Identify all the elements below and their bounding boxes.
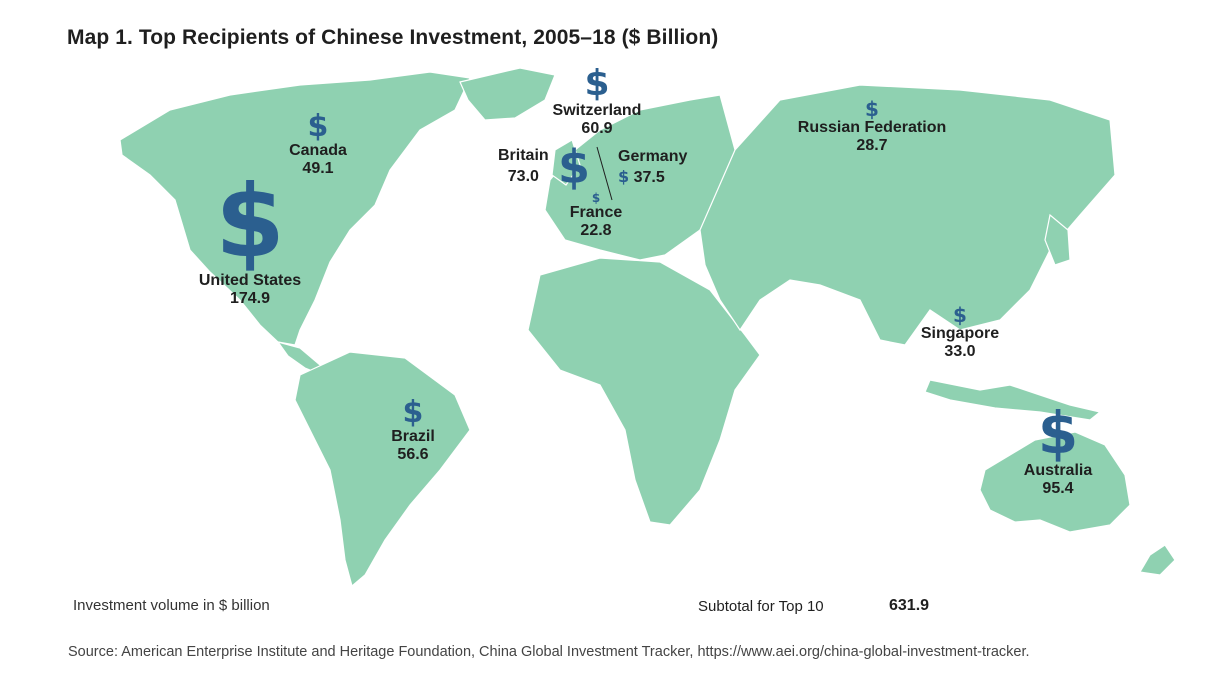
marker-switzerland: $ Switzerland 60.9 [553,66,642,138]
marker-singapore: $ Singapore 33.0 [921,305,999,361]
country-label: Australia [1023,462,1093,479]
subtotal-label: Subtotal for Top 10 [698,598,824,615]
dollar-icon: $ [953,303,967,327]
country-label: United States [198,272,302,289]
marker-france: $ France 22.8 [570,192,622,240]
subtotal-value: 631.9 [889,597,930,614]
country-value: 56.6 [397,446,429,463]
dollar-icon: $ [1037,399,1079,467]
country-value: 73.0 [507,168,539,185]
marker-germany-value: $ 37.5 [618,169,665,187]
japan-landmass [1044,213,1071,266]
new-zealand-landmass [1139,544,1176,576]
britain-dollar-icon: $ [558,140,591,194]
country-value: 37.5 [633,169,665,186]
country-label: Brazil [391,428,435,445]
australia-landmass [979,431,1131,533]
southeast-asia-islands [924,379,1102,421]
country-value: 28.7 [856,137,888,154]
country-label: Canada [289,142,347,159]
dollar-icon: $ [215,163,285,280]
marker-britain: Britain 73.0 [498,145,549,187]
marker-united-states: $ United States 174.9 [199,172,301,308]
map-title: Map 1. Top Recipients of Chinese Investm… [67,26,719,49]
country-value: 174.9 [229,290,271,307]
africa-landmass [527,257,761,526]
legend-text: Investment volume in $ billion [73,597,270,614]
country-value: 22.8 [580,222,612,239]
marker-russian-federation: $ Russian Federation 28.7 [798,99,946,155]
country-value: 49.1 [302,160,334,177]
country-value: 33.0 [944,343,976,360]
country-label: Germany [618,148,688,165]
dollar-icon: $ [618,167,630,186]
britain-landmass [551,139,581,186]
country-label: Russian Federation [797,119,947,136]
marker-germany-label: Germany [618,148,687,166]
marker-brazil: $ Brazil 56.6 [391,398,435,464]
dollar-icon: $ [307,109,329,144]
country-label: Singapore [920,325,1000,342]
country-label: France [569,204,623,221]
dollar-icon: $ [591,191,601,205]
country-value: 60.9 [581,120,613,137]
country-label: Switzerland [552,102,642,119]
dollar-icon: $ [402,395,424,430]
south-america-landmass [294,351,471,588]
marker-canada: $ Canada 49.1 [289,112,347,178]
country-value: 95.4 [1042,480,1074,497]
north-america-landmass [119,71,471,346]
country-label: Britain [498,147,549,164]
dollar-icon: $ [584,63,610,104]
greenland-landmass [459,67,556,121]
asia-landmass [699,84,1116,346]
source-note: Source: American Enterprise Institute an… [68,644,1030,660]
marker-australia: $ Australia 95.4 [1024,404,1092,498]
switzerland-leader-line [596,146,613,201]
dollar-icon: $ [865,97,879,121]
